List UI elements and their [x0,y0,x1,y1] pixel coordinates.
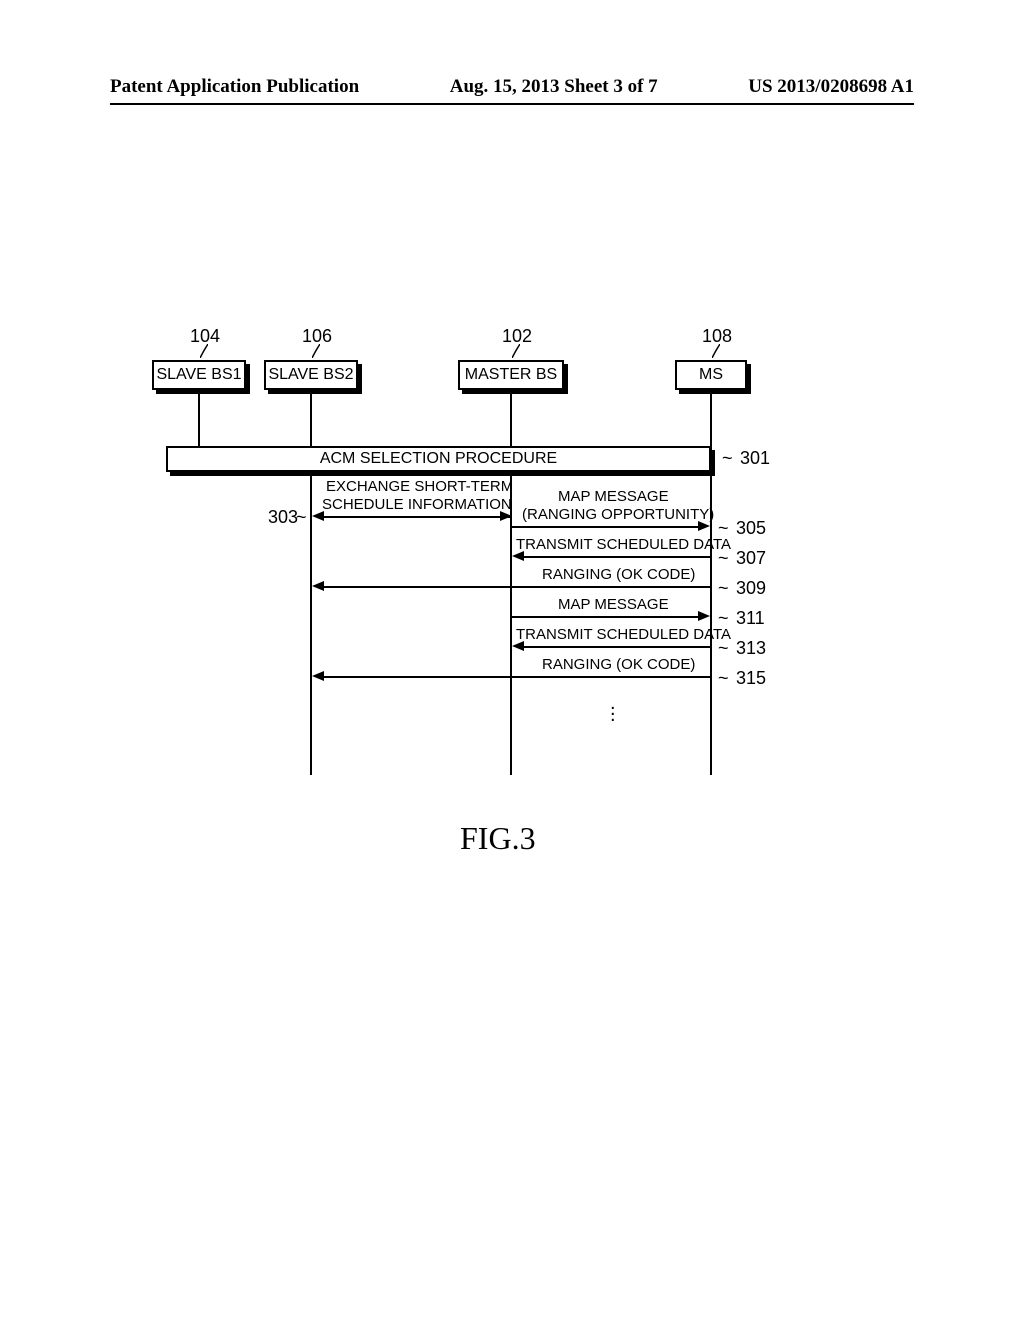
ref-303: 303 [268,507,298,528]
vertical-dots-icon: ... [610,700,616,718]
arrow-head-right-icon [500,511,512,521]
arrow-head-right-icon [698,611,710,621]
msg-311-label: MAP MESSAGE [558,596,669,613]
header-left: Patent Application Publication [110,76,359,98]
arrow-313 [522,646,710,648]
arrow-307 [522,556,710,558]
arrow-303 [322,516,511,518]
acm-selection-box: ACM SELECTION PROCEDURE [166,446,711,472]
ref-307: 307 [736,548,766,569]
ref-313: 313 [736,638,766,659]
msg-313-label: TRANSMIT SCHEDULED DATA [516,626,731,643]
page-header: Patent Application Publication Aug. 15, … [0,76,1024,98]
arrow-head-left-icon [512,641,524,651]
arrow-315 [322,676,710,678]
ref-305: 305 [736,518,766,539]
tilde-icon: ~ [718,638,729,659]
ref-315: 315 [736,668,766,689]
entity-slave-bs1: SLAVE BS1 [152,360,246,390]
ref-309: 309 [736,578,766,599]
sequence-diagram: 104 106 102 108 SLAVE BS1 SLAVE BS2 MAST… [140,360,880,780]
entity-ms: MS [675,360,747,390]
arrow-305 [512,526,700,528]
ref-tick-icon [512,344,520,358]
tilde-icon: ~ [718,668,729,689]
arrow-head-right-icon [698,521,710,531]
msg-307-label: TRANSMIT SCHEDULED DATA [516,536,731,553]
msg-303-label-a: EXCHANGE SHORT-TERM [326,478,513,495]
msg-305-label-a: MAP MESSAGE [558,488,669,505]
arrow-head-left-icon [312,671,324,681]
lifeline-slave-bs1 [198,390,200,446]
ref-301: 301 [740,448,770,469]
ref-311: 311 [736,608,765,629]
msg-305-label-b: (RANGING OPPORTUNITY) [522,506,714,523]
entity-master-bs: MASTER BS [458,360,564,390]
entity-slave-bs2: SLAVE BS2 [264,360,358,390]
msg-309-label: RANGING (OK CODE) [542,566,695,583]
lifeline-master-bs-top [510,390,512,446]
header-center: Aug. 15, 2013 Sheet 3 of 7 [450,76,658,98]
ref-tick-icon [712,344,720,358]
tilde-icon: ~ [296,507,307,528]
tilde-icon: ~ [718,548,729,569]
arrow-head-left-icon [512,551,524,561]
msg-315-label: RANGING (OK CODE) [542,656,695,673]
figure-label: FIG.3 [460,820,536,857]
ref-tick-icon [200,344,208,358]
header-rule [110,103,914,105]
arrow-311 [512,616,700,618]
tilde-icon: ~ [718,578,729,599]
arrow-head-left-icon [312,581,324,591]
ref-tick-icon [312,344,320,358]
tilde-icon: ~ [722,448,733,469]
arrow-309 [322,586,710,588]
arrow-head-left-icon [312,511,324,521]
msg-303-label-b: SCHEDULE INFORMATION [322,496,512,513]
header-right: US 2013/0208698 A1 [748,76,914,98]
